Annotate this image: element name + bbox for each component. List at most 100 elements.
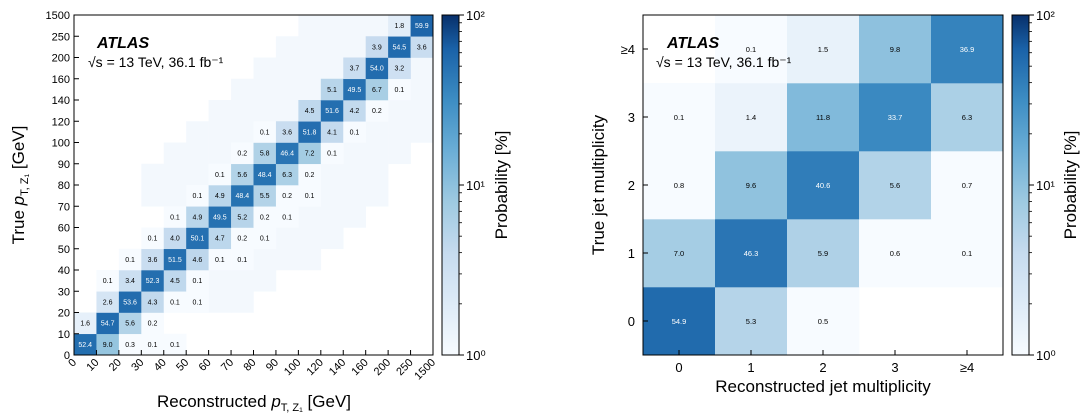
pt-bin-value: 0.1 bbox=[125, 257, 135, 264]
pt-x-tick-label: 120 bbox=[304, 357, 325, 378]
pt-bin bbox=[118, 312, 142, 335]
njet-bin-value: 11.8 bbox=[816, 113, 830, 122]
pt-bin bbox=[388, 36, 411, 58]
pt-bin-faint bbox=[163, 185, 187, 207]
pt-bin-value: 0.1 bbox=[282, 214, 292, 221]
pt-bin-value: 0.1 bbox=[148, 342, 158, 349]
pt-y-tick-label: 90 bbox=[58, 159, 70, 171]
njet-bin bbox=[931, 219, 1004, 288]
pt-bin bbox=[96, 333, 120, 356]
njet-bin bbox=[643, 83, 716, 152]
pt-bin bbox=[275, 206, 299, 228]
pt-bin bbox=[186, 291, 209, 313]
njet-bin bbox=[715, 287, 788, 356]
pt-bin bbox=[388, 57, 411, 80]
colorbar-tick-label: 10⁰ bbox=[1036, 348, 1056, 363]
pt-bin-value: 3.6 bbox=[417, 44, 427, 51]
pt-bin-faint bbox=[365, 15, 389, 37]
pt-bin-value: 5.1 bbox=[327, 87, 337, 94]
pt-bin-value: 5.2 bbox=[237, 214, 247, 221]
pt-bin-value: 0.3 bbox=[125, 342, 135, 349]
njet-bin-value: 0.1 bbox=[674, 113, 684, 122]
njet-axis-ticks: 0 1 2 3 ≥4 0 1 2 3 ≥4 bbox=[621, 42, 975, 375]
pt-ylabel: True pT, Z₁ [GeV] bbox=[9, 126, 31, 245]
pt-bin-value: 5.6 bbox=[237, 172, 247, 179]
pt-bin bbox=[388, 78, 411, 101]
pt-x-tick-label: 60 bbox=[197, 357, 214, 374]
njet-bin bbox=[859, 83, 932, 152]
njet-bin bbox=[715, 15, 788, 84]
pt-bin-faint bbox=[298, 248, 322, 271]
pt-bin-faint bbox=[298, 78, 322, 101]
pt-bin-value: 51.5 bbox=[168, 257, 182, 264]
njet-bin-value: 5.3 bbox=[746, 317, 756, 326]
pt-colorbar-ticks: 10⁰ 10¹ 10² bbox=[459, 8, 486, 363]
pt-bin-value: 0.1 bbox=[237, 257, 247, 264]
pt-bin-value: 0.1 bbox=[193, 193, 203, 200]
pt-bin-faint bbox=[298, 206, 322, 228]
pt-bin-value: 2.6 bbox=[103, 299, 113, 306]
pt-bin-faint bbox=[410, 78, 434, 101]
pt-bin-value: 46.4 bbox=[280, 151, 294, 158]
pt-bin-faint bbox=[410, 100, 434, 122]
pt-bin bbox=[253, 142, 277, 165]
pt-bin-value: 0.1 bbox=[327, 151, 337, 158]
pt-bin-faint bbox=[275, 227, 299, 250]
njet-y-tick-label: 0 bbox=[628, 314, 635, 329]
pt-bin bbox=[410, 15, 434, 37]
pt-bin-faint bbox=[231, 270, 254, 292]
pt-bin-faint bbox=[365, 163, 389, 186]
pt-bin-value: 0.2 bbox=[372, 108, 382, 115]
pt-bin bbox=[118, 291, 142, 313]
pt-bin bbox=[343, 100, 366, 122]
pt-bin-faint bbox=[298, 227, 322, 250]
colorbar-tick-label: 10¹ bbox=[1036, 178, 1055, 193]
pt-bin-faint bbox=[298, 15, 322, 37]
njet-bin bbox=[715, 83, 788, 152]
pt-bin-value: 4.9 bbox=[215, 193, 225, 200]
pt-bin-value: 4.7 bbox=[215, 236, 225, 243]
njet-bin bbox=[643, 151, 716, 220]
pt-bin-faint bbox=[231, 121, 254, 143]
pt-x-tick-label: 200 bbox=[372, 357, 393, 378]
pt-bin-value: 5.8 bbox=[260, 151, 270, 158]
njet-bin-value: 5.9 bbox=[818, 249, 828, 258]
pt-bin-labels: 52.4 9.0 0.3 0.1 0.1 1.6 54.7 5.6 0.2 2.6 53.6 4.3 0… bbox=[78, 23, 428, 349]
pt-y-tick-label: 80 bbox=[58, 180, 70, 192]
pt-bin-value: 4.0 bbox=[170, 236, 180, 243]
pt-y-tick-label: 20 bbox=[58, 308, 70, 320]
pt-y-tick-label: 40 bbox=[58, 265, 70, 277]
pt-bin-value: 3.6 bbox=[282, 129, 292, 136]
pt-bin-value: 3.2 bbox=[394, 66, 404, 73]
pt-bin-value: 54.5 bbox=[393, 44, 407, 51]
pt-bin-faint bbox=[410, 57, 434, 80]
pt-bin-value: 0.1 bbox=[103, 278, 113, 285]
njet-x-tick-label: 0 bbox=[675, 360, 682, 375]
pt-bin-value: 4.5 bbox=[170, 278, 180, 285]
pt-bin-value: 0.2 bbox=[260, 214, 270, 221]
njet-colorbar-ticks: 10⁰ 10¹ 10² bbox=[1029, 8, 1056, 363]
pt-bin bbox=[365, 100, 389, 122]
pt-bin-value: 1.8 bbox=[394, 23, 404, 30]
pt-bin-value: 4.5 bbox=[305, 108, 315, 115]
pt-x-tick-label: 1500 bbox=[412, 357, 438, 383]
pt-bin-value: 54.7 bbox=[101, 321, 115, 328]
njet-heatmap-bins bbox=[643, 15, 1004, 356]
pt-bin-faint bbox=[231, 291, 254, 313]
pt-bin bbox=[320, 142, 344, 165]
njet-bin-value: 0.1 bbox=[962, 249, 972, 258]
pt-bin-faint bbox=[320, 163, 344, 186]
pt-bin bbox=[365, 78, 389, 101]
pt-bin-faint bbox=[253, 78, 277, 101]
pt-x-tick-label: 30 bbox=[129, 357, 146, 374]
pt-bin-faint bbox=[186, 121, 209, 143]
pt-bin-faint bbox=[343, 163, 366, 186]
pt-bin-faint bbox=[186, 142, 209, 165]
pt-bin-faint bbox=[208, 142, 232, 165]
njet-bin bbox=[931, 151, 1004, 220]
njet-bin bbox=[859, 219, 932, 288]
pt-bin-value: 0.1 bbox=[215, 172, 225, 179]
njet-bin bbox=[859, 15, 932, 84]
pt-bin bbox=[186, 248, 209, 271]
pt-bin-value: 3.7 bbox=[350, 66, 360, 73]
